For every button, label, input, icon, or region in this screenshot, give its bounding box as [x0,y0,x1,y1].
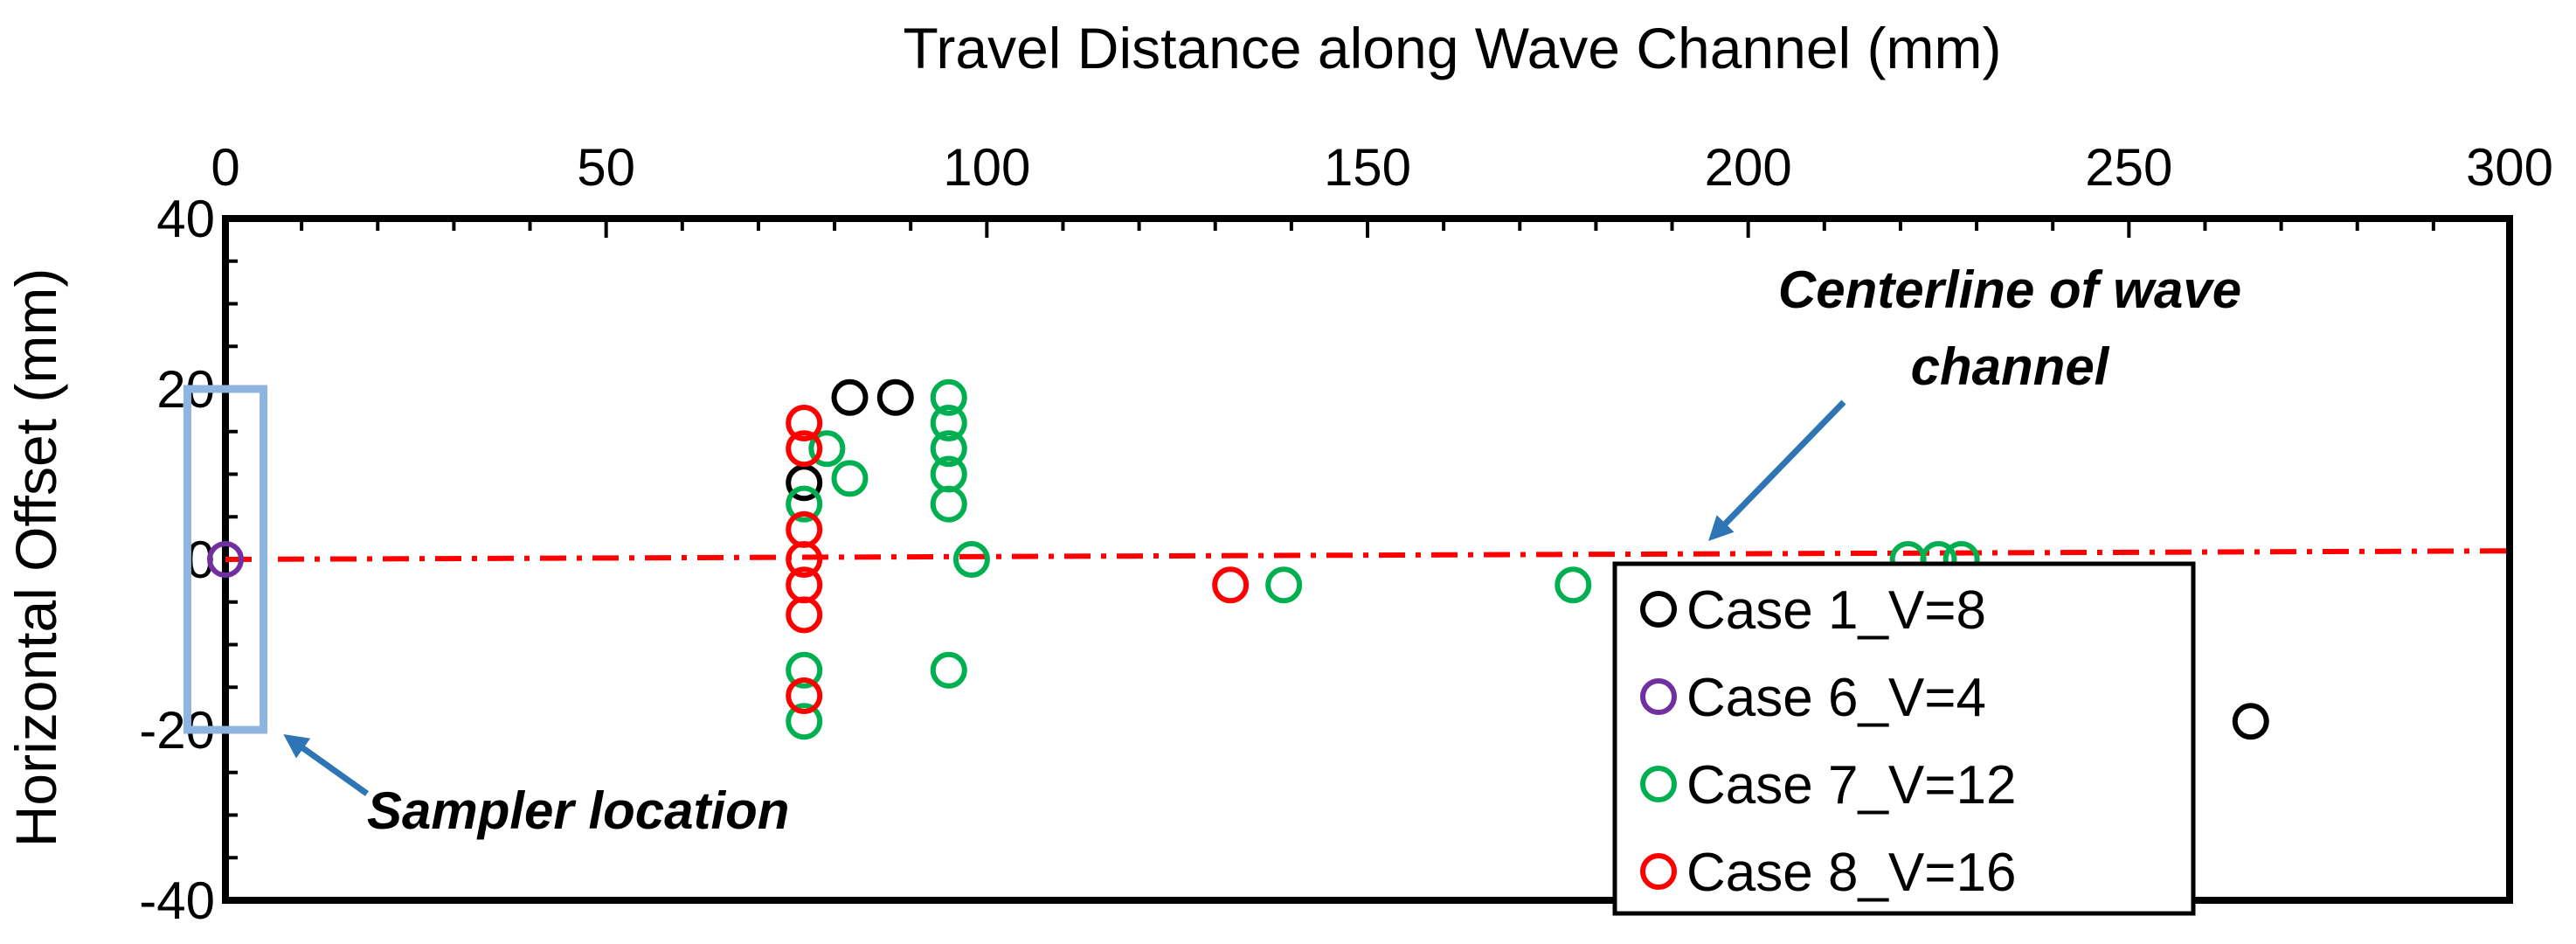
legend-label: Case 7_V=12 [1686,755,2016,816]
data-point [930,378,967,416]
x-tick-label: 250 [2085,138,2172,197]
legend: Case 1_V=8 Case 6_V=4 Case 7_V=12 Case 8_V=… [1612,561,2196,916]
sampler-annotation: Sampler location [367,781,789,840]
legend-marker [1640,678,1677,715]
data-point [930,485,967,523]
centerline-dash-dot [225,548,2510,562]
centerline-annotation-line1: Centerline of wave [1778,260,2241,319]
data-point [786,405,823,441]
data-point [786,541,823,578]
y-axis-title: Horizontal Offset (mm) [3,268,68,848]
data-point [831,378,869,416]
x-tick-label: 150 [1324,138,1411,197]
data-point [930,405,967,441]
data-point [808,430,846,468]
data-point [786,430,823,468]
legend-marker [1640,853,1677,890]
data-point [876,378,914,416]
y-tick-label: -40 [139,871,215,930]
data-point [952,541,990,578]
legend-marker [1640,591,1677,628]
data-point [1265,566,1303,604]
legend-label: Case 6_V=4 [1686,668,1986,728]
x-tick-label: 300 [2466,138,2553,197]
data-point [831,460,869,497]
legend-marker [1640,766,1677,802]
annotations: Centerline of wave channel Sampler locat… [367,260,2241,840]
data-point [1212,566,1250,604]
sampler-box [183,385,268,734]
y-tick-label: 40 [156,190,215,248]
data-point [1555,566,1592,604]
legend-label: Case 8_V=16 [1686,843,2016,903]
data-point [930,651,967,689]
data-point [786,703,823,740]
data-point [2232,703,2269,740]
data-point [786,485,823,523]
centerline-annotation-line2: channel [1911,337,2110,396]
data-point [786,651,823,689]
x-tick-label: 50 [577,138,635,197]
x-tick-label: 200 [1705,138,1792,197]
data-point [207,541,244,578]
x-tick-label: 100 [943,138,1030,197]
legend-label: Case 1_V=8 [1686,580,1986,641]
data-point [786,596,823,634]
x-tick-label: 0 [211,138,239,197]
centerline-arrow [1708,399,1846,542]
x-axis-title: Travel Distance along Wave Channel (mm) [904,16,2002,80]
data-point [930,430,967,468]
sampler-arrow [283,733,370,796]
data-point [786,677,823,714]
legend-box [1612,561,2196,916]
